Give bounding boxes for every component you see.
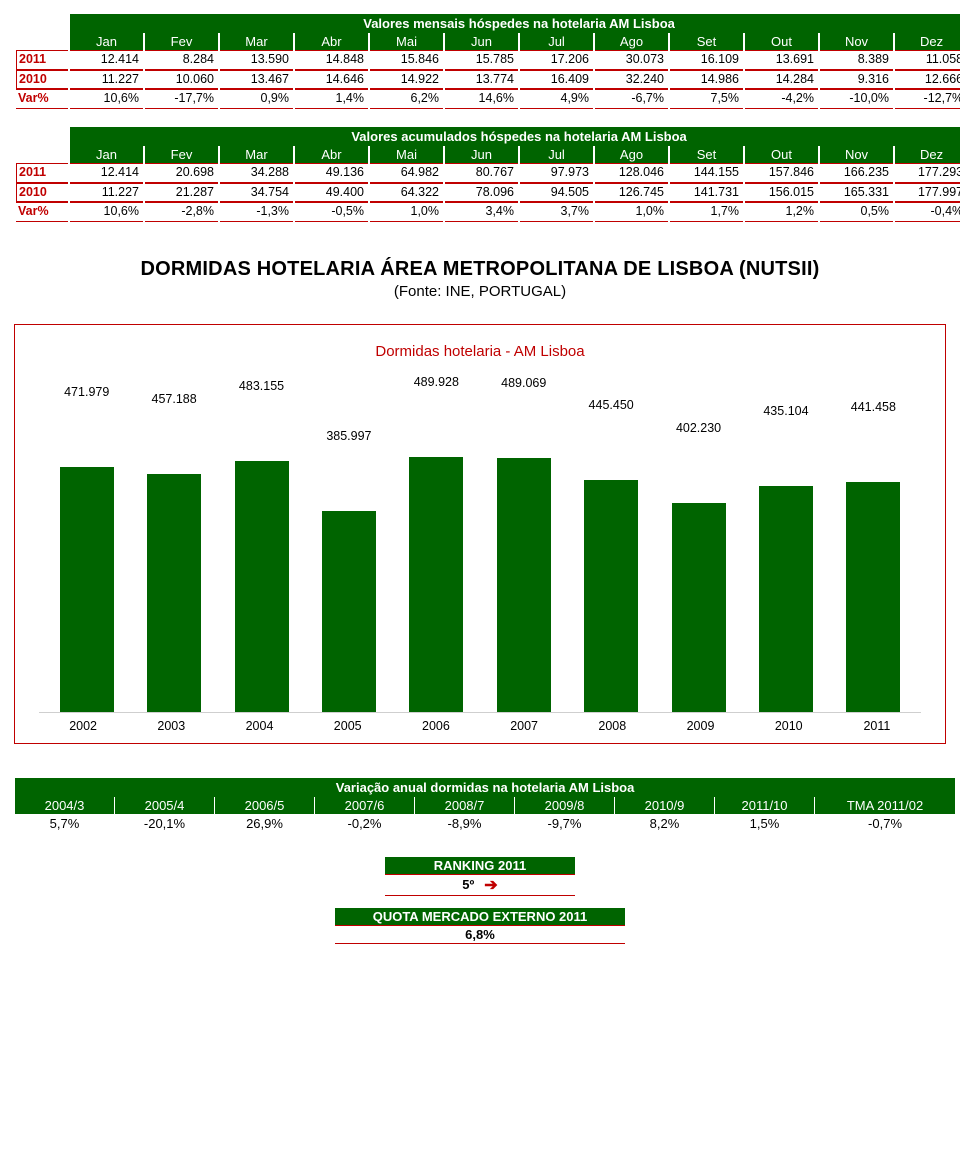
bar-label: 441.458 (851, 400, 896, 414)
bar-2006: 489.928 (393, 388, 480, 712)
table2-row-var: Var% 10,6%-2,8%-1,3%-0,5%1,0%3,4%3,7%1,0… (16, 202, 960, 222)
x-tick: 2005 (304, 719, 392, 733)
var-table-values-row: 5,7%-20,1%26,9%-0,2%-8,9%-9,7%8,2%1,5%-0… (15, 814, 955, 833)
bar-rect (846, 482, 900, 712)
table1-row-2011: 2011 12.4148.28413.59014.84815.84615.785… (16, 50, 960, 70)
chart-x-axis: 2002200320042005200620072008200920102011 (39, 719, 921, 733)
bar-2004: 483.155 (218, 388, 305, 712)
bar-label: 471.979 (64, 385, 109, 399)
bar-label: 483.155 (239, 379, 284, 393)
table2-header-row: JanFevMarAbrMaiJunJulAgoSetOutNovDez (16, 146, 960, 163)
ranking-title: RANKING 2011 (385, 857, 575, 874)
x-tick: 2011 (833, 719, 921, 733)
bar-label: 489.928 (414, 375, 459, 389)
bar-rect (759, 486, 813, 712)
bar-label: 457.188 (152, 392, 197, 406)
bar-label: 489.069 (501, 376, 546, 390)
quota-box: QUOTA MERCADO EXTERNO 2011 6,8% (335, 908, 625, 944)
ranking-value: 5º (462, 876, 474, 893)
annual-variation-table: Variação anual dormidas na hotelaria AM … (14, 778, 956, 833)
quota-value: 6,8% (335, 925, 625, 944)
quota-title: QUOTA MERCADO EXTERNO 2011 (335, 908, 625, 925)
table2-title: Valores acumulados hóspedes na hotelaria… (70, 127, 960, 146)
var-table-header-row: 2004/32005/42006/52007/62008/72009/82010… (15, 797, 955, 814)
table1-header-row: Jan Fev Mar Abr Mai Jun Jul Ago Set Out … (16, 33, 960, 50)
arrow-right-icon: ➔ (484, 875, 497, 895)
bar-2010: 435.104 (742, 388, 829, 712)
bar-rect (409, 457, 463, 712)
var-table-title: Variação anual dormidas na hotelaria AM … (15, 778, 955, 797)
bar-2005: 385.997 (305, 388, 392, 712)
bar-rect (497, 458, 551, 712)
bar-rect (322, 511, 376, 712)
x-tick: 2008 (568, 719, 656, 733)
table2-row-2010: 2010 11.22721.28734.75449.40064.32278.09… (16, 183, 960, 203)
x-tick: 2002 (39, 719, 127, 733)
x-tick: 2007 (480, 719, 568, 733)
bar-2009: 402.230 (655, 388, 742, 712)
bar-rect (147, 474, 201, 712)
table1-title: Valores mensais hóspedes na hotelaria AM… (70, 14, 960, 33)
x-tick: 2003 (127, 719, 215, 733)
chart-title: Dormidas hotelaria - AM Lisboa (39, 343, 921, 360)
bar-label: 385.997 (326, 429, 371, 443)
bar-2007: 489.069 (480, 388, 567, 712)
bar-2002: 471.979 (43, 388, 130, 712)
table1-row-2010: 2010 11.22710.06013.46714.64614.92213.77… (16, 70, 960, 90)
x-tick: 2004 (215, 719, 303, 733)
bar-2008: 445.450 (567, 388, 654, 712)
x-tick: 2010 (745, 719, 833, 733)
bar-label: 435.104 (763, 404, 808, 418)
overnights-bar-chart: Dormidas hotelaria - AM Lisboa 471.979 45… (14, 324, 946, 744)
bar-rect (584, 480, 638, 712)
x-tick: 2006 (392, 719, 480, 733)
x-tick: 2009 (656, 719, 744, 733)
bar-2011: 441.458 (830, 388, 917, 712)
section-subtitle: (Fonte: INE, PORTUGAL) (14, 283, 946, 300)
table1-row-var: Var% 10,6%-17,7%0,9%1,4%6,2%14,6%4,9%-6,… (16, 89, 960, 109)
bar-rect (60, 467, 114, 712)
bar-label: 402.230 (676, 421, 721, 435)
cumulative-values-table: Valores acumulados hóspedes na hotelaria… (14, 127, 960, 222)
bar-rect (235, 461, 289, 712)
bar-rect (672, 503, 726, 712)
ranking-box: RANKING 2011 5º ➔ (385, 857, 575, 896)
section-title: DORMIDAS HOTELARIA ÁREA METROPOLITANA DE… (14, 258, 946, 281)
chart-plot-area: 471.979 457.188 483.155 385.997 489.928489.0… (39, 388, 921, 713)
monthly-values-table: Valores mensais hóspedes na hotelaria AM… (14, 14, 960, 109)
bar-2003: 457.188 (130, 388, 217, 712)
table2-row-2011: 2011 12.41420.69834.28849.13664.98280.76… (16, 163, 960, 183)
bar-label: 445.450 (589, 398, 634, 412)
